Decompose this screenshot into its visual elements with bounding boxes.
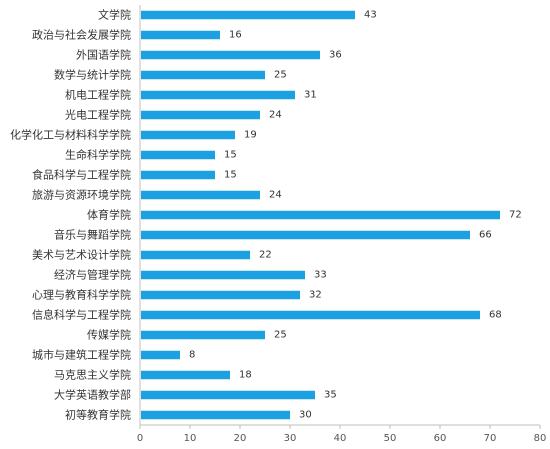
bar	[141, 370, 230, 380]
category-label: 光电工程学院	[65, 108, 131, 122]
bar	[141, 70, 265, 80]
x-tick-label: 70	[484, 433, 497, 444]
bar	[141, 170, 215, 180]
category-label: 初等教育学院	[65, 408, 131, 422]
category-label: 信息科学与工程学院	[32, 308, 131, 322]
bars-group	[141, 10, 500, 420]
bar	[141, 390, 315, 400]
bar	[141, 330, 265, 340]
category-label: 化学化工与材料科学学院	[10, 128, 131, 142]
value-label: 68	[489, 310, 502, 321]
value-label: 72	[509, 210, 522, 221]
bar	[141, 50, 320, 60]
category-label: 政治与社会发展学院	[32, 28, 131, 42]
value-label: 18	[239, 370, 252, 381]
bar	[141, 410, 290, 420]
category-label: 数学与统计学院	[54, 68, 131, 82]
category-label: 音乐与舞蹈学院	[54, 228, 131, 242]
bar	[141, 90, 295, 100]
bar	[141, 190, 260, 200]
value-label: 19	[244, 130, 257, 141]
category-label: 城市与建筑工程学院	[32, 348, 131, 362]
value-label: 36	[329, 50, 342, 61]
bar	[141, 110, 260, 120]
value-label: 33	[314, 270, 327, 281]
x-tick-label: 0	[137, 433, 143, 444]
value-label: 15	[224, 150, 237, 161]
bar	[141, 10, 355, 20]
category-label: 旅游与资源环境学院	[32, 188, 131, 202]
value-label: 24	[269, 190, 282, 201]
category-label: 传媒学院	[87, 328, 131, 342]
value-label: 43	[364, 10, 377, 21]
value-label: 35	[324, 390, 337, 401]
category-labels-group: 文学院政治与社会发展学院外国语学院数学与统计学院机电工程学院光电工程学院化学化工…	[10, 8, 131, 422]
value-label: 8	[189, 350, 195, 361]
bar	[141, 210, 500, 220]
x-ticks-group: 0 10 20 30 40 50 60 70 80	[137, 425, 547, 444]
category-label: 食品科学与工程学院	[32, 168, 131, 182]
value-label: 22	[259, 250, 272, 261]
value-label: 16	[229, 30, 242, 41]
category-label: 马克思主义学院	[54, 368, 131, 382]
x-tick-label: 80	[534, 433, 547, 444]
value-label: 31	[304, 90, 317, 101]
value-label: 24	[269, 110, 282, 121]
value-labels-group: 43 16 36 25 31 24 19 15 15 24 72 66 22 33 32 68 25 8 18 35 3…	[189, 10, 522, 421]
category-label: 机电工程学院	[65, 88, 131, 102]
category-label: 大学英语教学部	[54, 388, 131, 402]
bar	[141, 290, 300, 300]
bar	[141, 30, 220, 40]
category-label: 生命科学学院	[65, 148, 131, 162]
value-label: 15	[224, 170, 237, 181]
category-label: 美术与艺术设计学院	[32, 248, 131, 262]
value-label: 32	[309, 290, 322, 301]
x-tick-label: 30	[284, 433, 297, 444]
category-label: 文学院	[98, 8, 131, 22]
value-label: 25	[274, 70, 287, 81]
x-tick-label: 40	[334, 433, 347, 444]
bar	[141, 150, 215, 160]
category-label: 经济与管理学院	[54, 268, 131, 282]
value-label: 66	[479, 230, 492, 241]
category-label: 外国语学院	[76, 48, 131, 62]
value-label: 25	[274, 330, 287, 341]
x-tick-label: 10	[184, 433, 197, 444]
value-label: 30	[299, 410, 312, 421]
category-label: 体育学院	[87, 208, 131, 222]
x-tick-label: 20	[234, 433, 247, 444]
category-label: 心理与教育科学学院	[32, 288, 131, 302]
x-tick-label: 50	[384, 433, 397, 444]
bar	[141, 130, 235, 140]
bar	[141, 230, 470, 240]
bar	[141, 270, 305, 280]
x-tick-label: 60	[434, 433, 447, 444]
bar	[141, 250, 250, 260]
bar	[141, 310, 480, 320]
bar	[141, 350, 180, 360]
